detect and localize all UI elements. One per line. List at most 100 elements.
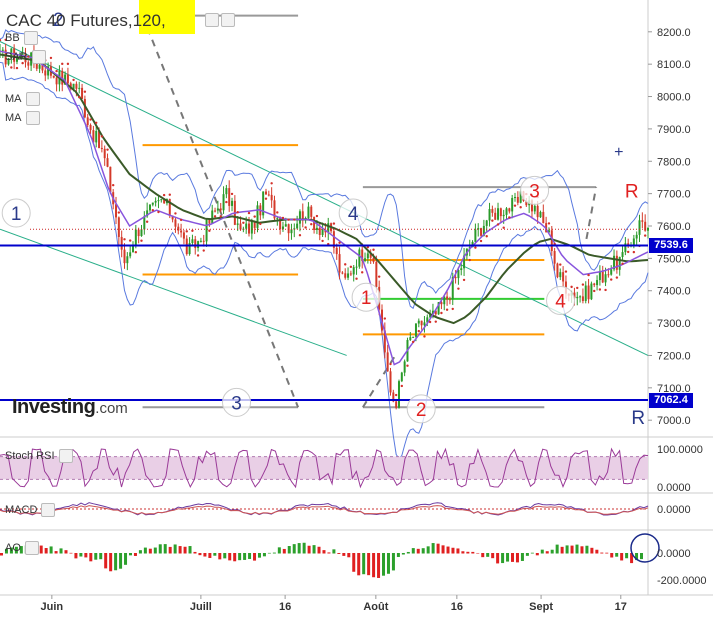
ao-bar [446, 546, 450, 554]
ao-bar [59, 548, 63, 554]
settings-icon[interactable] [25, 92, 40, 106]
candle-body [624, 243, 627, 253]
wave-label-circle [351, 282, 381, 312]
price-tick-label: 7600.0 [657, 221, 691, 233]
candle-body [519, 191, 522, 203]
candle-body [426, 317, 429, 323]
candle-body [284, 224, 287, 227]
candle-body [448, 299, 451, 301]
candle-body [106, 158, 109, 167]
candle-body [530, 200, 533, 212]
ao-bar [461, 551, 465, 554]
sar-dot [344, 263, 347, 266]
ao-bar [451, 547, 455, 554]
candle-body [375, 261, 378, 287]
ao-bar [615, 553, 619, 557]
sar-dot [117, 211, 121, 214]
sar-dot [564, 270, 568, 273]
sar-dot [72, 78, 75, 82]
candle-body [7, 58, 10, 65]
candle-body [482, 225, 485, 236]
settings-icon[interactable] [58, 449, 73, 463]
sar-dot [89, 118, 92, 121]
candle-body [607, 274, 610, 276]
ao-bar [362, 553, 366, 575]
indicator-label-sar[interactable]: SAR [5, 50, 46, 64]
ao-bar [188, 546, 192, 554]
sar-dot [281, 216, 285, 220]
ao-bar [372, 553, 376, 578]
ao-bar [431, 543, 435, 554]
ao-bar [297, 543, 301, 554]
candle-body [86, 117, 89, 125]
indicator-label-bb[interactable]: BB [5, 31, 38, 45]
wave-label-circle [1, 198, 31, 228]
ao-bar [307, 545, 311, 554]
price-tick-label: 8100.0 [657, 59, 691, 71]
candle-body [485, 220, 488, 226]
candle-body [154, 200, 157, 203]
ao-bar [312, 545, 316, 554]
sar-dot [462, 278, 466, 282]
indicator-label-ma[interactable]: MA [5, 92, 40, 106]
candle-body [146, 210, 149, 217]
indicator-label-ma[interactable]: MA [5, 111, 40, 125]
settings-icon[interactable] [205, 13, 219, 27]
ao-bar [511, 553, 515, 562]
ao-bar [233, 553, 237, 562]
stoch-rsi-panel: 100.0000 0.0000 [0, 444, 703, 494]
sar-dot [423, 335, 426, 338]
settings-icon[interactable] [23, 31, 38, 45]
candle-body [417, 320, 420, 324]
wave-label: 2 [53, 10, 64, 31]
indicator-label-stoch-rsi[interactable]: Stoch RSI [5, 449, 73, 463]
sar-dot [134, 251, 138, 254]
candle-body [480, 228, 483, 236]
candle-body [613, 255, 616, 270]
ao-bar [124, 553, 128, 565]
candle-body [511, 197, 514, 212]
settings-icon[interactable] [24, 541, 39, 555]
candle-body [559, 272, 562, 278]
settings-icon[interactable] [31, 50, 46, 64]
indicator-label-ao[interactable]: AO [5, 541, 39, 555]
sar-dot [168, 193, 171, 196]
indicator-label-macd[interactable]: MACD [5, 503, 56, 517]
settings-icon[interactable] [41, 503, 56, 517]
close-icon[interactable] [221, 13, 235, 27]
ao-bar [382, 553, 386, 576]
ao-bar [560, 546, 564, 554]
wave-labels: 1 2 3 4 1 2 3 4 R R + [1, 10, 645, 429]
ao-bar [530, 552, 534, 554]
candle-body [115, 204, 118, 218]
ao-bar [620, 553, 624, 561]
ao-bar [640, 553, 643, 560]
ao-bar [277, 547, 281, 554]
sar-dot [587, 273, 590, 277]
sar-dot [276, 211, 279, 214]
sar-dot [287, 218, 290, 221]
sar-dot [304, 226, 307, 229]
settings-icon[interactable] [25, 111, 40, 125]
ao-bar [4, 548, 8, 554]
candle-body [298, 211, 301, 224]
candle-body [52, 75, 55, 78]
ao-bar [421, 548, 425, 554]
ao-bar [367, 553, 371, 576]
title-timeframe: 120, [132, 11, 166, 30]
sar-dot [434, 320, 437, 323]
ao-panel: 0.0000 -200.0000 [0, 533, 707, 587]
candle-body [321, 229, 324, 235]
ao-bar [476, 552, 480, 554]
candle-body [253, 221, 256, 228]
ao-bar [610, 553, 614, 558]
wave-label: R [625, 181, 639, 202]
candle-body [477, 228, 480, 230]
sar-dot [140, 239, 143, 242]
sar-dot [417, 329, 420, 333]
sar-dot [174, 212, 177, 215]
candle-body [590, 283, 593, 300]
price-tick-label: 7700.0 [657, 189, 691, 201]
sar-dot [383, 317, 387, 320]
